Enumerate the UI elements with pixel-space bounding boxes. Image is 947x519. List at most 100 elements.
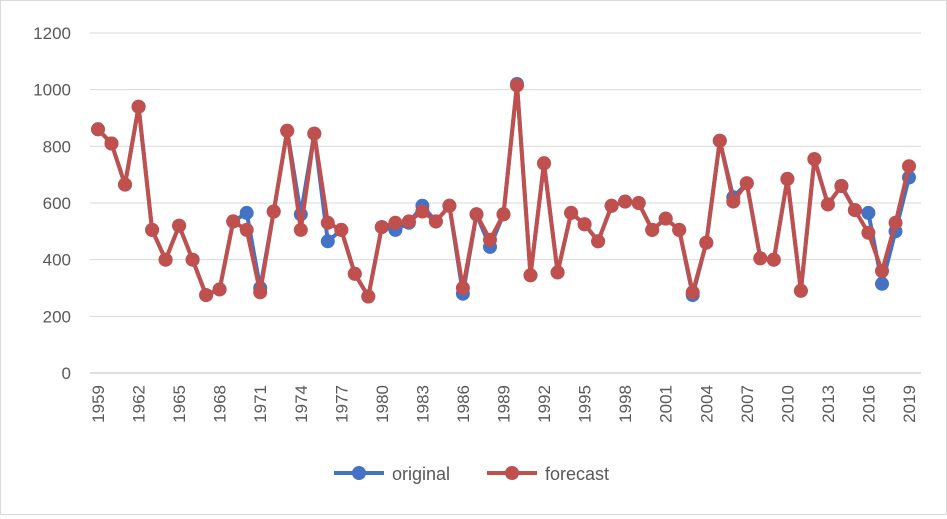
x-tick-label: 1974 <box>292 385 311 423</box>
data-point-forecast <box>510 78 524 93</box>
data-point-forecast <box>118 177 132 192</box>
data-point-forecast <box>199 288 214 303</box>
data-point-original <box>875 276 889 291</box>
y-tick-label: 1200 <box>33 24 71 43</box>
x-tick-label: 2019 <box>900 385 919 423</box>
series-layer <box>91 77 916 304</box>
y-axis-tick-labels: 0 200 400 600 800 1000 1200 <box>33 24 71 383</box>
x-tick-label: 1986 <box>454 385 473 423</box>
data-point-forecast <box>631 196 646 210</box>
x-tick-label: 1998 <box>616 385 635 423</box>
data-point-forecast <box>239 222 254 237</box>
data-point-forecast <box>766 252 781 267</box>
legend: original forecast <box>334 464 609 484</box>
x-tick-label: 1977 <box>332 385 351 423</box>
data-point-forecast <box>374 220 389 235</box>
data-point-forecast <box>266 204 281 219</box>
data-point-forecast <box>875 264 889 278</box>
data-point-forecast <box>442 198 457 213</box>
data-point-forecast <box>739 176 754 191</box>
data-point-forecast <box>428 214 443 229</box>
data-point-forecast <box>888 215 903 230</box>
x-tick-label: 1971 <box>251 385 270 423</box>
x-tick-label: 1992 <box>535 385 554 423</box>
data-point-forecast <box>834 179 849 193</box>
x-tick-label: 2001 <box>657 385 676 423</box>
data-point-forecast <box>902 159 916 174</box>
data-point-forecast <box>455 281 470 295</box>
data-point-forecast <box>537 156 551 171</box>
x-tick-label: 2010 <box>778 385 797 423</box>
data-point-forecast <box>591 234 606 249</box>
legend-marker-original-dot <box>352 466 366 480</box>
data-point-forecast <box>807 152 822 167</box>
data-point-forecast <box>334 222 349 237</box>
data-point-forecast <box>415 204 430 219</box>
data-point-forecast <box>550 265 565 280</box>
x-tick-label: 1965 <box>170 385 189 423</box>
x-tick-label: 1962 <box>130 385 149 423</box>
data-point-forecast <box>780 171 795 186</box>
data-point-forecast <box>753 251 768 266</box>
data-point-forecast <box>483 232 497 247</box>
data-point-original <box>861 205 876 220</box>
data-point-forecast <box>469 207 484 222</box>
data-point-forecast <box>564 205 579 220</box>
series-line-forecast <box>96 83 911 299</box>
x-tick-label: 1980 <box>373 385 392 423</box>
x-tick-label: 1989 <box>495 385 514 423</box>
x-tick-label: 1968 <box>211 385 230 423</box>
data-point-forecast <box>158 252 173 267</box>
x-tick-label: 2007 <box>738 385 757 423</box>
legend-label-original: original <box>392 464 450 484</box>
data-point-forecast <box>145 222 160 237</box>
data-point-forecast <box>307 126 322 141</box>
data-point-forecast <box>793 283 808 298</box>
data-point-forecast <box>401 214 416 229</box>
series-original <box>91 77 916 304</box>
data-point-forecast <box>226 214 241 229</box>
data-point-forecast <box>185 252 200 267</box>
y-tick-label: 0 <box>62 364 71 383</box>
data-point-forecast <box>293 222 308 237</box>
x-tick-label: 2004 <box>697 385 716 423</box>
x-tick-label: 1959 <box>89 385 108 423</box>
legend-marker-forecast-dot <box>505 466 519 480</box>
x-tick-label: 1983 <box>413 385 432 423</box>
data-point-forecast <box>685 285 700 300</box>
x-tick-label: 1995 <box>576 385 595 423</box>
y-tick-label: 1000 <box>33 81 71 100</box>
data-point-forecast <box>347 266 362 281</box>
data-point-forecast <box>280 123 295 138</box>
legend-label-forecast: forecast <box>545 464 609 484</box>
y-tick-label: 600 <box>43 194 71 213</box>
data-point-forecast <box>361 289 376 304</box>
data-point-forecast <box>212 282 227 297</box>
data-point-forecast <box>604 198 619 213</box>
data-point-forecast <box>672 222 687 237</box>
data-point-forecast <box>712 133 727 148</box>
data-point-forecast <box>577 217 592 232</box>
data-point-forecast <box>172 218 187 233</box>
x-tick-label: 2016 <box>859 385 878 423</box>
data-point-forecast <box>861 225 876 240</box>
data-point-forecast <box>91 122 105 137</box>
x-axis-tick-labels: 1959 1962 1965 1968 1971 1974 1977 1980 1983 1986… <box>89 385 919 423</box>
data-point-forecast <box>104 136 119 151</box>
data-point-original <box>239 205 254 220</box>
data-point-forecast <box>131 99 146 114</box>
gridlines <box>90 32 921 374</box>
y-tick-label: 200 <box>43 307 71 326</box>
series-forecast <box>91 78 916 304</box>
data-point-forecast <box>820 197 835 212</box>
data-point-forecast <box>699 235 714 250</box>
data-point-forecast <box>320 215 335 230</box>
data-point-original <box>320 234 335 249</box>
y-tick-label: 400 <box>43 251 71 270</box>
data-point-forecast <box>658 211 673 226</box>
data-point-forecast <box>496 207 511 222</box>
data-point-forecast <box>523 268 538 283</box>
data-point-forecast <box>726 194 741 209</box>
